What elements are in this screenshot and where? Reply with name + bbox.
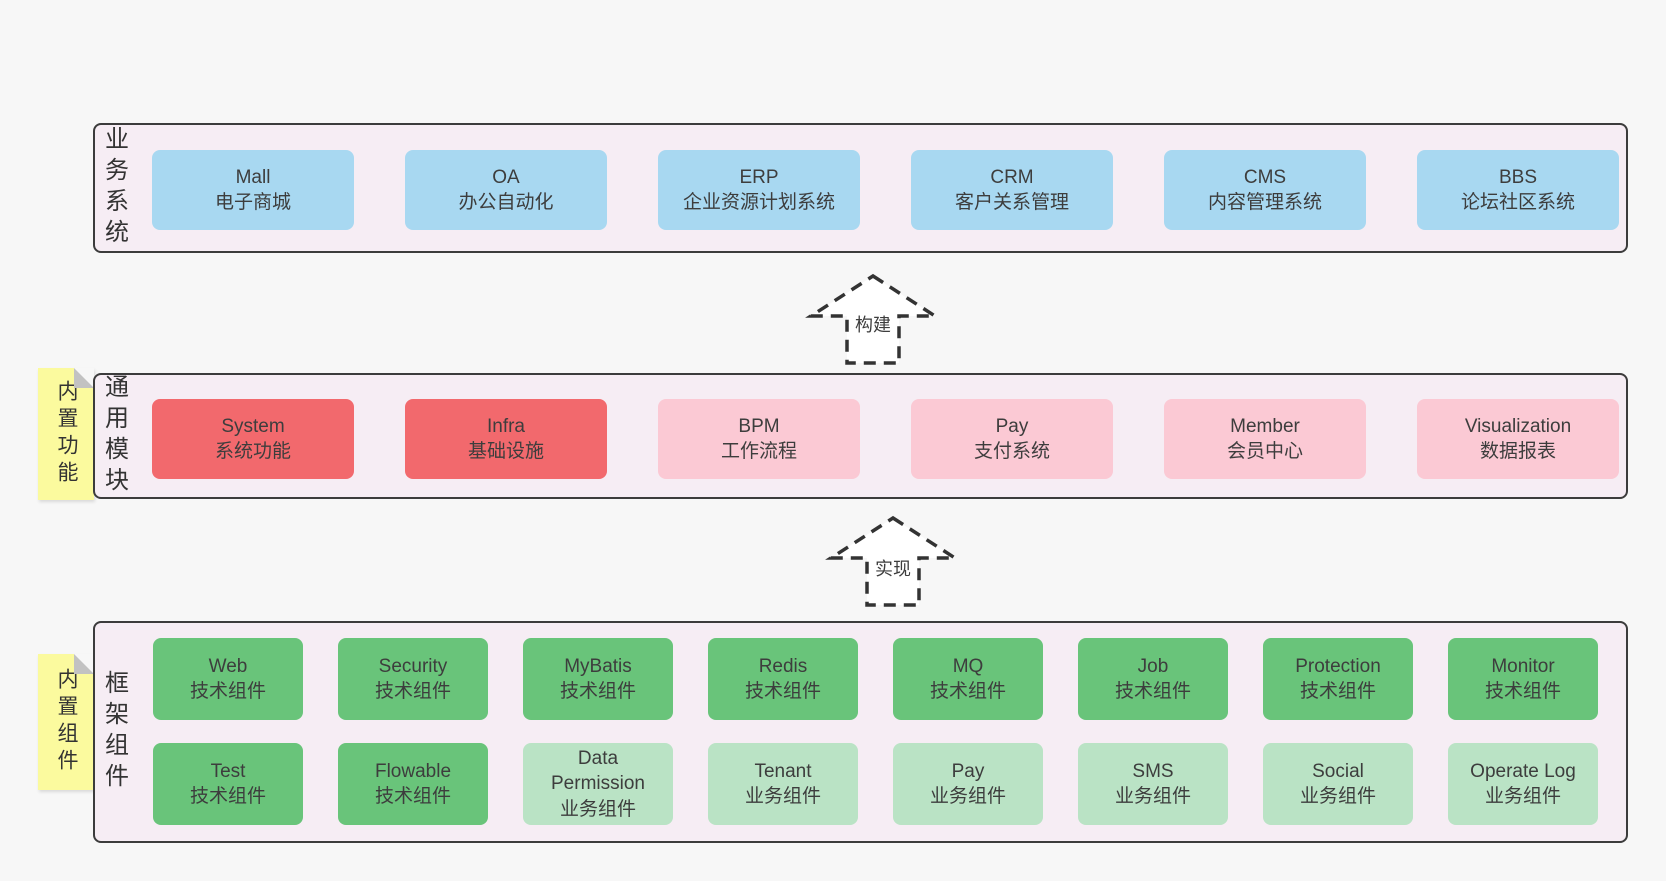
- box-title-en: MQ: [952, 655, 984, 677]
- box-subtitle-zh: 技术组件: [1484, 681, 1561, 702]
- box-visualization: Visualization 数据报表: [1417, 399, 1619, 479]
- box-mall: Mall 电子商城: [152, 150, 354, 230]
- box-subtitle-zh: 业务组件: [559, 798, 636, 820]
- box-bpm: BPM 工作流程: [658, 399, 860, 479]
- box-title-en: Test: [210, 760, 246, 782]
- box-title-en: OA: [492, 166, 520, 188]
- box-title-en: SMS: [1132, 760, 1174, 782]
- box-flowable: Flowable 技术组件: [338, 743, 488, 825]
- box-mybatis: MyBatis 技术组件: [523, 638, 673, 720]
- box-crm: CRM 客户关系管理: [911, 150, 1113, 230]
- box-subtitle-zh: 企业资源计划系统: [682, 192, 835, 213]
- layer-label-business-systems: 业务系统: [100, 126, 128, 250]
- box-subtitle-zh: 数据报表: [1479, 441, 1556, 462]
- box-subtitle-zh: 业务组件: [1484, 786, 1561, 807]
- box-title-en: Redis: [758, 655, 808, 677]
- box-bbs: BBS 论坛社区系统: [1417, 150, 1619, 230]
- box-title-en: CRM: [990, 166, 1034, 188]
- box-subtitle-zh: 业务组件: [744, 786, 821, 807]
- box-erp: ERP 企业资源计划系统: [658, 150, 860, 230]
- box-security: Security 技术组件: [338, 638, 488, 720]
- sticky-note-built-in-features: 内置功能: [38, 368, 94, 500]
- box-system: System 系统功能: [152, 399, 354, 479]
- box-infra: Infra 基础设施: [405, 399, 607, 479]
- sticky-note-label: 内置功能: [55, 380, 78, 488]
- box-subtitle-zh: 技术组件: [189, 681, 266, 702]
- box-subtitle-zh: 论坛社区系统: [1460, 192, 1575, 213]
- box-title-en: ERP: [739, 166, 779, 188]
- box-subtitle-zh: 客户关系管理: [954, 192, 1069, 213]
- box-monitor: Monitor 技术组件: [1448, 638, 1598, 720]
- box-data-permission: Data Permission 业务组件: [523, 743, 673, 825]
- box-subtitle-zh: 系统功能: [214, 441, 291, 462]
- box-operate-log: Operate Log 业务组件: [1448, 743, 1598, 825]
- box-subtitle-zh: 技术组件: [374, 681, 451, 702]
- box-title-en: Mall: [235, 166, 271, 188]
- box-title-en: System: [221, 415, 285, 437]
- box-subtitle-zh: 内容管理系统: [1207, 192, 1322, 213]
- box-subtitle-zh: 技术组件: [744, 681, 821, 702]
- box-subtitle-zh: 技术组件: [189, 786, 266, 807]
- box-title-en: BPM: [738, 415, 780, 437]
- box-sms: SMS 业务组件: [1078, 743, 1228, 825]
- box-subtitle-zh: 技术组件: [374, 786, 451, 807]
- implement-arrow-icon: 实现: [825, 515, 961, 607]
- box-subtitle-zh: 业务组件: [1299, 786, 1376, 807]
- box-subtitle-zh: 技术组件: [929, 681, 1006, 702]
- box-title-en: Social: [1312, 760, 1364, 782]
- box-title-en: Pay: [995, 415, 1029, 437]
- box-web: Web 技术组件: [153, 638, 303, 720]
- box-title-en: Security: [378, 655, 448, 677]
- layer-label-framework-components: 框架组件: [100, 670, 128, 794]
- box-title-en: Visualization: [1464, 415, 1572, 437]
- box-tenant: Tenant 业务组件: [708, 743, 858, 825]
- box-title-en: BBS: [1498, 166, 1538, 188]
- box-title-en: MyBatis: [564, 655, 632, 677]
- box-subtitle-zh: 技术组件: [559, 681, 636, 702]
- layer-label-common-modules: 通用模块: [100, 374, 128, 498]
- box-title-en: Web: [208, 655, 248, 677]
- build-arrow-icon: 构建: [805, 273, 941, 365]
- box-title-en: Operate Log: [1470, 760, 1576, 782]
- box-subtitle-zh: 支付系统: [973, 441, 1050, 462]
- box-protection: Protection 技术组件: [1263, 638, 1413, 720]
- box-title-en: Infra: [486, 415, 526, 437]
- box-title-en: Flowable: [374, 760, 452, 782]
- box-social: Social 业务组件: [1263, 743, 1413, 825]
- sticky-note-label: 内置组件: [55, 668, 78, 776]
- box-job: Job 技术组件: [1078, 638, 1228, 720]
- box-member: Member 会员中心: [1164, 399, 1366, 479]
- box-title-en: CMS: [1243, 166, 1287, 188]
- box-subtitle-zh: 业务组件: [929, 786, 1006, 807]
- box-subtitle-zh: 办公自动化: [458, 192, 554, 213]
- box-subtitle-zh: 基础设施: [467, 441, 544, 462]
- box-title-en: Member: [1230, 415, 1300, 437]
- box-subtitle-zh: 业务组件: [1114, 786, 1191, 807]
- box-oa: OA 办公自动化: [405, 150, 607, 230]
- box-subtitle-zh: 技术组件: [1114, 681, 1191, 702]
- box-test: Test 技术组件: [153, 743, 303, 825]
- sticky-note-built-in-components: 内置组件: [38, 654, 94, 790]
- box-subtitle-zh: 工作流程: [720, 441, 797, 462]
- box-title-en: Tenant: [754, 760, 812, 782]
- box-subtitle-zh: 会员中心: [1226, 441, 1303, 462]
- box-mq: MQ 技术组件: [893, 638, 1043, 720]
- box-pay-component: Pay 业务组件: [893, 743, 1043, 825]
- box-cms: CMS 内容管理系统: [1164, 150, 1366, 230]
- arrow-label: 实现: [875, 559, 911, 579]
- box-title-en: Job: [1137, 655, 1169, 677]
- box-subtitle-zh: 电子商城: [214, 192, 291, 213]
- box-redis: Redis 技术组件: [708, 638, 858, 720]
- box-title-en: Data Permission: [551, 748, 645, 795]
- box-pay-module: Pay 支付系统: [911, 399, 1113, 479]
- box-title-en: Monitor: [1491, 655, 1555, 677]
- box-title-en: Protection: [1295, 655, 1381, 677]
- box-subtitle-zh: 技术组件: [1299, 681, 1376, 702]
- arrow-label: 构建: [855, 315, 891, 335]
- box-title-en: Pay: [951, 760, 985, 782]
